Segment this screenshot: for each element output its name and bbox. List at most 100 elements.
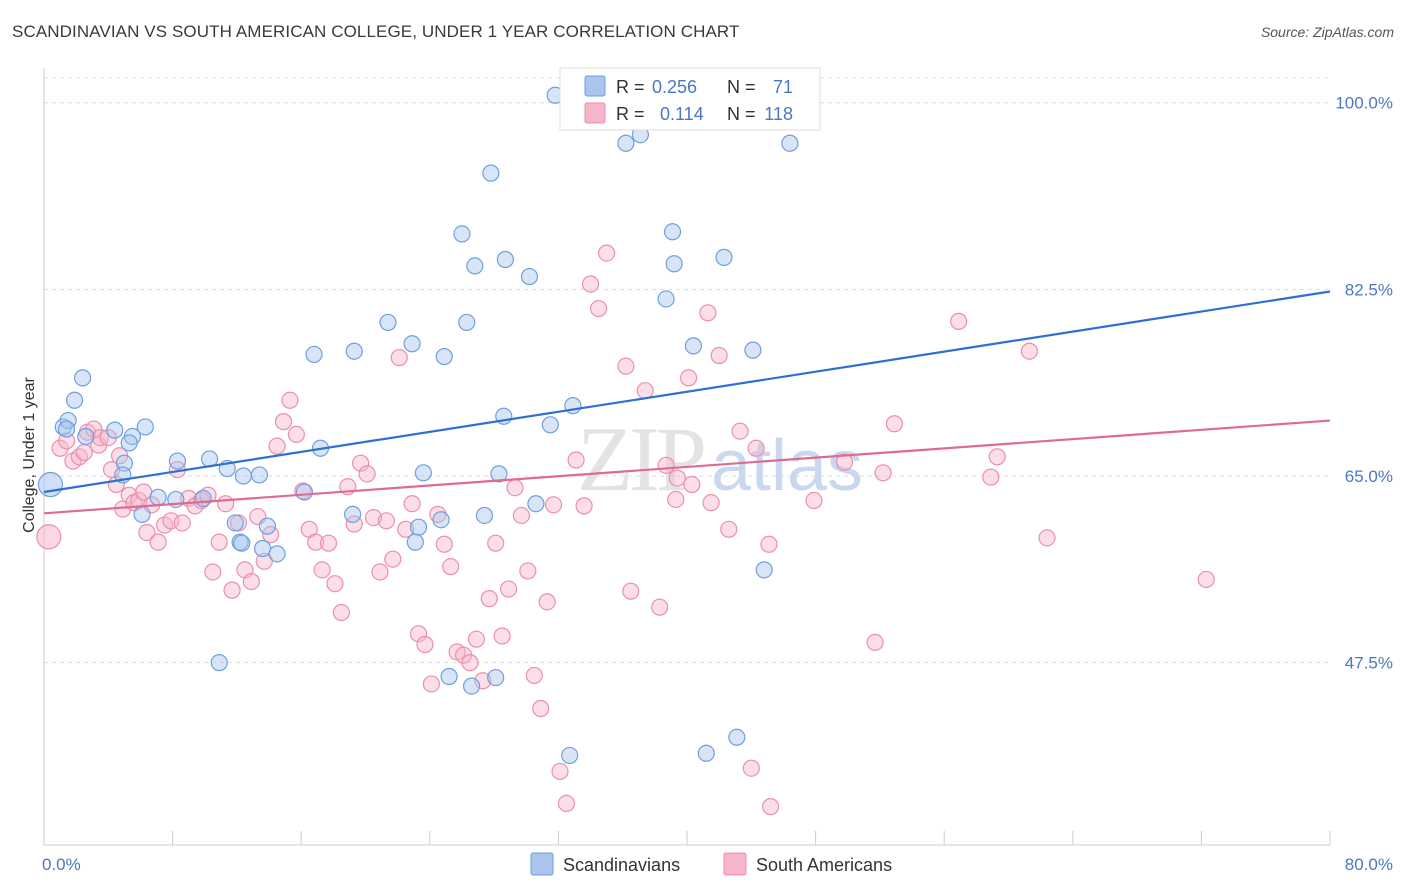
scandinavians-point-32	[414, 464, 432, 482]
south-americans-point-32	[217, 495, 235, 513]
south-americans-point-83	[544, 496, 563, 514]
scandinavians-point-66	[432, 511, 450, 529]
legend-n-value-2: 118	[764, 104, 793, 124]
south-americans-point-62	[409, 625, 428, 643]
scandinavians-point-26	[295, 483, 314, 501]
south-americans-point-61	[403, 495, 421, 513]
bottom-legend-swatch-pink	[723, 852, 747, 876]
scandinavians-point-31	[403, 335, 421, 353]
scandinavians-point-65	[440, 667, 458, 686]
south-americans-point-56	[371, 563, 389, 581]
south-americans-point-107	[742, 759, 760, 777]
scandinavians-point-0	[37, 471, 64, 498]
south-americans-point-54	[358, 465, 376, 483]
south-americans-point-77	[506, 479, 524, 497]
x-tick-label-1: 80.0%	[1345, 855, 1393, 874]
south-americans-point-53	[352, 454, 370, 472]
legend-r-value-1: 0.256	[652, 77, 697, 97]
south-americans-point-36	[242, 572, 260, 591]
south-americans-point-25	[173, 514, 191, 532]
south-americans-point-71	[467, 630, 486, 648]
south-americans-point-97	[710, 346, 728, 365]
scandinavians-point-25	[254, 539, 272, 558]
south-americans-point-91	[617, 357, 635, 375]
south-americans-point-74	[487, 534, 505, 552]
south-americans-point-101	[622, 582, 640, 600]
scandinavians-point-43	[475, 506, 494, 525]
y-tick-label-0: 47.5%	[1345, 654, 1393, 673]
south-americans-point-112	[950, 312, 968, 330]
scandinavians-point-7	[106, 421, 124, 439]
south-americans-point-38	[255, 552, 273, 570]
south-americans-point-55	[364, 508, 383, 527]
south-americans-point-30	[204, 563, 222, 581]
legend-r-label-1: R =	[616, 77, 645, 97]
south-americans-point-87	[575, 497, 593, 515]
south-americans-point-40	[268, 437, 286, 455]
scandinavians-point-23	[258, 517, 277, 535]
south-americans-point-82	[538, 593, 556, 611]
scandinavians-point-38	[482, 164, 500, 182]
south-americans-point-80	[525, 666, 543, 685]
scandinavians-point-40	[496, 250, 514, 269]
legend-n-label-2: N =	[727, 104, 756, 124]
bottom-legend-label-1: Scandinavians	[563, 855, 680, 875]
scandinavians-point-14	[149, 488, 167, 506]
south-americans-point-5	[75, 443, 93, 462]
south-americans-point-42	[281, 391, 299, 409]
south-americans-point-19	[138, 523, 156, 542]
scandinavians-point-41	[520, 267, 539, 286]
scandinavians-point-15	[168, 452, 187, 470]
trendlines	[43, 290, 1331, 515]
south-americans-point-70	[461, 654, 479, 672]
x-tick-labels: 0.0% 80.0%	[42, 855, 1393, 874]
bottom-legend-swatch-blue	[530, 852, 554, 876]
south-americans-point-117	[982, 468, 1000, 486]
scandinavians-point-34	[406, 533, 424, 551]
south-americans-point-111	[885, 415, 903, 433]
y-tick-label-2: 82.5%	[1345, 280, 1393, 299]
scandinavians-point-20	[234, 467, 252, 485]
south-americans-point-108	[761, 798, 780, 816]
source-credit: Source: ZipAtlas.com	[1260, 24, 1394, 40]
scandinavians-point-2	[59, 411, 77, 430]
scandinavians-point-17	[194, 489, 212, 507]
south-americans-point-100	[760, 535, 778, 553]
scandinavians-point-30	[379, 313, 397, 332]
scandinavians-point-68	[233, 534, 251, 552]
axes	[43, 68, 1331, 846]
legend-swatch-pink	[584, 102, 606, 124]
south-americans-point-94	[667, 490, 685, 509]
south-americans-point-66	[435, 535, 453, 553]
y-tick-label-3: 100.0%	[1335, 94, 1393, 113]
trendline-scandinavians	[43, 290, 1331, 494]
south-americans-point-76	[499, 580, 518, 598]
watermark-zip: ZIP	[577, 408, 704, 510]
south-americans-point-58	[384, 550, 402, 568]
south-americans-point-2	[57, 432, 76, 450]
scandinavians-point-64	[462, 677, 481, 695]
south-americans-point-88	[581, 275, 600, 293]
south-americans-point-104	[683, 475, 701, 494]
x-tick-label-0: 0.0%	[42, 855, 81, 874]
watermark: ZIP atlas	[577, 408, 863, 510]
south-americans-point-115	[1197, 570, 1215, 589]
scandinavians-point-42	[490, 465, 508, 483]
south-americans-point-102	[651, 598, 669, 616]
south-americans-point-17	[130, 491, 148, 510]
south-americans-point-85	[557, 794, 576, 813]
south-americans-point-21	[149, 533, 167, 551]
scandinavians-point-58	[755, 561, 773, 579]
y-axis-label: College, Under 1 year	[21, 377, 38, 533]
scandinavians-point-61	[697, 744, 715, 762]
scandinavians-point-59	[781, 134, 799, 152]
south-americans-point-99	[747, 439, 765, 457]
scandinavians-point-37	[453, 225, 471, 243]
south-americans-point-33	[223, 581, 241, 599]
series-legend: Scandinavians South Americans	[530, 852, 892, 876]
south-americans-point-119	[835, 453, 854, 471]
south-americans-point-50	[332, 603, 350, 622]
scandinavians-point-70	[210, 654, 228, 672]
south-americans-point-29	[199, 486, 217, 504]
